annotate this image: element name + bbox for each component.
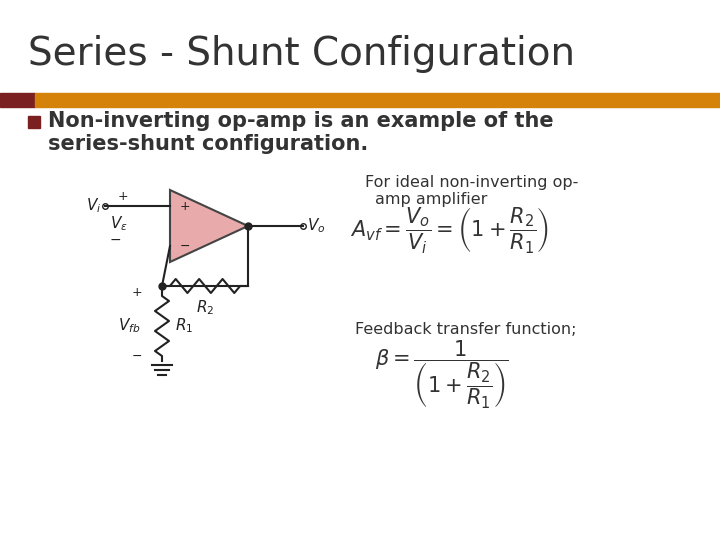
Text: +: + [180, 199, 191, 213]
Text: $R_1$: $R_1$ [175, 316, 193, 335]
Text: For ideal non-inverting op-: For ideal non-inverting op- [365, 175, 578, 190]
Text: Non-inverting op-amp is an example of the: Non-inverting op-amp is an example of th… [48, 111, 554, 131]
Text: $A_{vf} = \dfrac{V_o}{V_i} = \left(1 + \dfrac{R_2}{R_1}\right)$: $A_{vf} = \dfrac{V_o}{V_i} = \left(1 + \… [350, 205, 549, 255]
Text: $V_o$: $V_o$ [307, 217, 325, 235]
Bar [28, 116, 40, 128]
Text: series-shunt configuration.: series-shunt configuration. [48, 134, 368, 154]
Bar [0, 93, 35, 107]
Bar [35, 93, 720, 107]
Text: $V_\varepsilon$: $V_\varepsilon$ [110, 214, 128, 233]
Text: $V_{fb}$: $V_{fb}$ [117, 316, 140, 335]
Text: $V_i$: $V_i$ [86, 197, 101, 215]
Polygon shape [170, 190, 248, 262]
Text: Series - Shunt Configuration: Series - Shunt Configuration [28, 35, 575, 73]
Text: amp amplifier: amp amplifier [375, 192, 487, 207]
Text: $\beta = \dfrac{1}{\left(1 + \dfrac{R_2}{R_1}\right)}$: $\beta = \dfrac{1}{\left(1 + \dfrac{R_2}… [375, 339, 509, 411]
Text: Feedback transfer function;: Feedback transfer function; [355, 322, 577, 337]
Text: +: + [131, 287, 142, 300]
Text: −: − [180, 240, 191, 253]
Text: +: + [117, 190, 128, 202]
Text: −: − [132, 349, 142, 362]
Text: $R_2$: $R_2$ [196, 298, 214, 316]
Text: −: − [110, 233, 122, 247]
